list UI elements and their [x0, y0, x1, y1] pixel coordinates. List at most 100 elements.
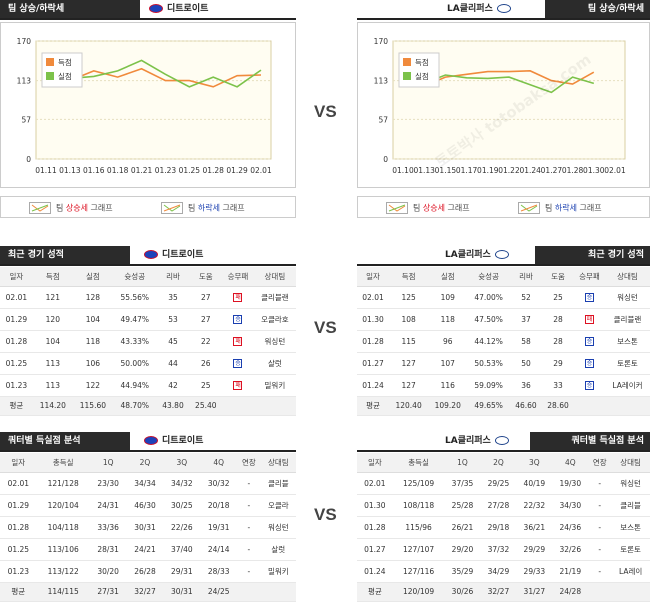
recent-header-right: LA클리퍼스 최근 경기 성적	[357, 246, 650, 266]
table-cell: 01.28	[0, 516, 37, 539]
table-cell: 49.65%	[467, 396, 510, 416]
table-cell: 워싱턴	[611, 472, 650, 495]
table-cell: -	[237, 560, 261, 583]
rising-graph-legend[interactable]: 팀 상승세 그래프	[29, 202, 113, 214]
vs-label-bottom: VS	[314, 505, 337, 524]
table-cell: 평균	[357, 396, 390, 416]
result-badge: 패	[233, 337, 243, 346]
table-cell: 01.24	[357, 560, 393, 583]
table-cell: 01.23	[0, 560, 37, 583]
table-cell: 46.60	[509, 396, 542, 416]
table-cell: -	[237, 538, 261, 561]
table-row: 01.28 115 96 44.12% 58 28 승 보스톤	[357, 330, 650, 353]
table-cell: 27	[189, 286, 223, 309]
table-cell: -	[588, 538, 612, 561]
table-cell: 34/32	[163, 472, 201, 495]
legend-label: 실점	[58, 71, 72, 81]
average-row: 평균 120.40 109.20 49.65% 46.60 28.60	[357, 396, 650, 416]
column-header: 도움	[189, 267, 223, 287]
table-cell: 패	[574, 308, 605, 331]
table-cell: 살럿	[260, 538, 296, 561]
x-tick-label: 01.28	[202, 166, 224, 175]
legend-swatch-득점	[46, 58, 54, 66]
column-header: 4Q	[200, 453, 238, 473]
x-tick-label: 01.17	[456, 166, 478, 175]
table-cell: 58	[509, 330, 542, 353]
table-cell: 125	[389, 286, 429, 309]
table-cell: -	[237, 494, 261, 517]
y-tick-label: 57	[378, 115, 388, 124]
table-cell: -	[237, 516, 261, 539]
table-cell: 02.01	[0, 286, 33, 309]
table-cell: 28	[542, 308, 575, 331]
table-cell: 승	[574, 352, 605, 375]
table-cell	[222, 396, 254, 416]
table-cell: 27/31	[89, 582, 127, 602]
table-cell: 보스톤	[611, 516, 650, 539]
table-cell: -	[588, 472, 612, 495]
table-cell: 109.20	[428, 396, 468, 416]
y-tick-label: 170	[374, 37, 389, 46]
table-cell: 오클라	[260, 494, 296, 517]
table-row: 01.23 113 122 44.94% 42 25 패 밀워키	[0, 374, 296, 397]
x-tick-label: 01.18	[107, 166, 129, 175]
column-header: 3Q	[163, 453, 201, 473]
table-cell: 125/109	[392, 472, 445, 495]
table-cell: 43.80	[156, 396, 190, 416]
table-cell: 패	[222, 330, 254, 353]
table-cell: 28/33	[200, 560, 238, 583]
legend-swatch-실점	[46, 72, 54, 80]
table-row: 01.29 120/104 24/31 46/30 30/25 20/18- 오클라	[0, 494, 296, 517]
table-cell: 42	[156, 374, 190, 397]
table-row: 01.30 108 118 47.50% 37 28 패 클리블랜	[357, 308, 650, 331]
quarter-title-right: 쿼터별 득실점 분석	[530, 432, 650, 450]
result-badge: 승	[233, 359, 243, 368]
quarter-title-left: 쿼터별 득실점 분석	[0, 432, 130, 450]
falling-graph-legend[interactable]: 팀 하락세 그래프	[518, 202, 602, 214]
result-badge: 승	[233, 315, 243, 324]
team-label-right: LA클리퍼스	[445, 432, 513, 450]
table-cell: 52	[509, 286, 542, 309]
table-cell: 평균	[0, 582, 37, 602]
x-tick-label: 01.23	[155, 166, 177, 175]
table-cell: 30/20	[89, 560, 127, 583]
rising-graph-icon	[29, 202, 51, 214]
x-tick-label: 01.15	[435, 166, 457, 175]
table-cell: 패	[222, 286, 254, 309]
table-row: 01.24 127/116 35/29 34/29 29/33 21/19- LA레이	[357, 560, 650, 583]
table-cell: 115/96	[392, 516, 445, 539]
table-cell	[604, 396, 650, 416]
quarter-header-left: 쿼터별 득실점 분석 디트로이트	[0, 432, 296, 452]
column-header: 리바	[156, 267, 190, 287]
quarter-header-right: LA클리퍼스 쿼터별 득실점 분석	[357, 432, 650, 452]
graph-legend-left: 팀 상승세 그래프 팀 하락세 그래프	[0, 196, 296, 218]
legend-label: 득점	[415, 57, 429, 67]
table-cell: 19/30	[552, 472, 589, 495]
table-cell: 113	[32, 374, 73, 397]
column-header: 상대팀	[604, 267, 650, 287]
column-header: 상대팀	[260, 453, 296, 473]
table-cell: 109	[428, 286, 468, 309]
pistons-logo-icon	[149, 4, 163, 13]
table-cell: 01.27	[357, 538, 393, 561]
table-cell: 127/116	[392, 560, 445, 583]
column-header: 총득실	[392, 453, 445, 473]
quarter-table-left: 일자 총득실 1Q 2Q 3Q 4Q 연장 상대팀 02.01 121/128 23/30 34/34…	[0, 453, 296, 602]
vs-label-top: VS	[314, 102, 337, 121]
table-cell: 24/31	[89, 494, 127, 517]
table-cell: 평균	[357, 582, 393, 602]
x-tick-label: 01.10	[392, 166, 414, 175]
rising-graph-legend[interactable]: 팀 상승세 그래프	[386, 202, 470, 214]
falling-graph-legend[interactable]: 팀 하락세 그래프	[161, 202, 245, 214]
column-header: 연장	[588, 453, 612, 473]
table-cell: 토론토	[611, 538, 650, 561]
table-cell: 승	[574, 374, 605, 397]
table-cell: 50.00%	[112, 352, 157, 375]
column-header: 1Q	[444, 453, 481, 473]
table-cell: 01.30	[357, 308, 390, 331]
y-tick-label: 170	[17, 37, 32, 46]
falling-graph-icon	[161, 202, 183, 214]
table-cell: 32/26	[552, 538, 589, 561]
table-cell: 30/31	[163, 582, 201, 602]
table-cell: 28	[542, 330, 575, 353]
